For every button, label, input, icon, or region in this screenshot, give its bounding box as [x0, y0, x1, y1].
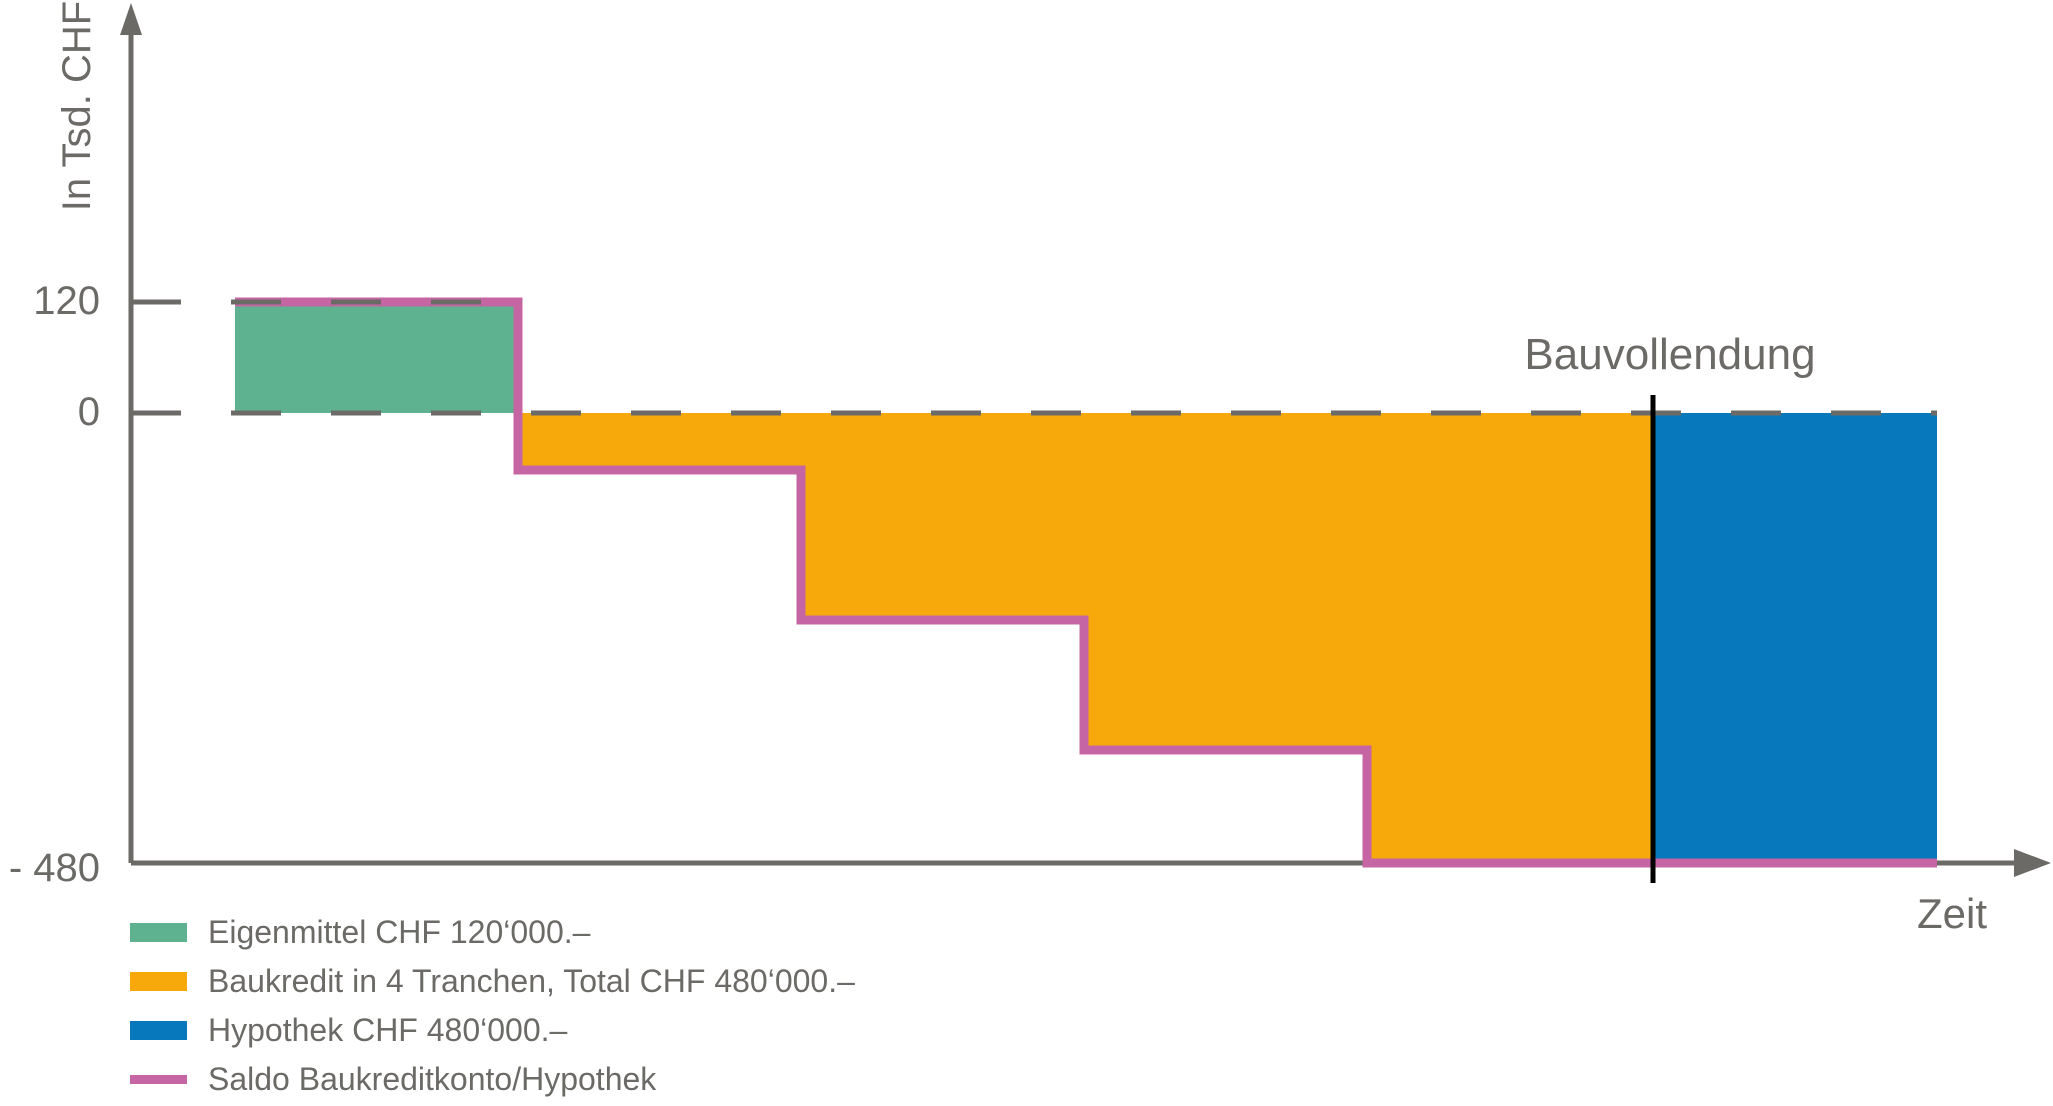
y-axis-arrowhead-icon	[120, 3, 142, 35]
y-tick-label-minus-480: - 480	[8, 846, 100, 890]
legend-label: Saldo Baukreditkonto/Hypothek	[208, 1061, 657, 1097]
y-tick-label-0: 0	[77, 390, 100, 434]
legend-item-hypothek: Hypothek CHF 480‘000.–	[130, 1006, 855, 1055]
legend: Eigenmittel CHF 120‘000.– Baukredit in 4…	[130, 908, 855, 1104]
legend-label: Hypothek CHF 480‘000.–	[208, 1012, 568, 1048]
eigenmittel-area	[235, 302, 518, 413]
hypothek-swatch	[130, 1021, 187, 1040]
x-axis-arrowhead-icon	[2014, 849, 2051, 877]
saldo-swatch	[130, 1075, 187, 1084]
legend-item-eigenmittel: Eigenmittel CHF 120‘000.–	[130, 908, 855, 957]
baukredit-swatch	[130, 972, 187, 991]
legend-label: Baukredit in 4 Tranchen, Total CHF 480‘0…	[208, 963, 855, 999]
x-axis-title: Zeit	[1916, 890, 1988, 937]
bauvollendung-label: Bauvollendung	[1524, 330, 1816, 379]
y-tick-label-120: 120	[33, 279, 100, 323]
eigenmittel-swatch	[130, 923, 187, 942]
legend-item-baukredit: Baukredit in 4 Tranchen, Total CHF 480‘0…	[130, 957, 855, 1006]
hypothek-area	[1653, 413, 1937, 863]
saldo-line	[235, 297, 1937, 868]
legend-item-saldo: Saldo Baukreditkonto/Hypothek	[130, 1055, 855, 1104]
y-axis-title: In Tsd. CHF	[55, 0, 99, 212]
legend-label: Eigenmittel CHF 120‘000.–	[208, 914, 591, 950]
